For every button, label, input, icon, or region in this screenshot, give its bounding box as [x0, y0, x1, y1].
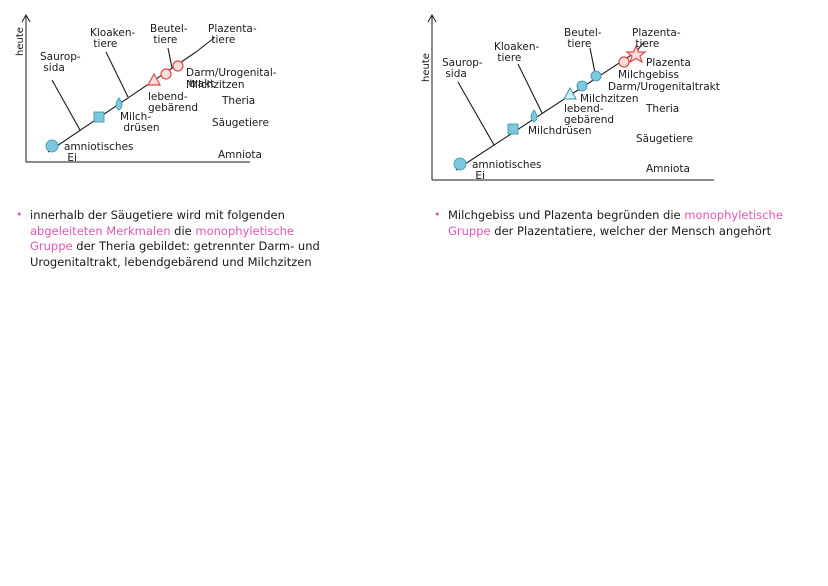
amnion-egg-icon — [45, 139, 59, 153]
darm-circle-icon — [576, 80, 588, 92]
branch-sauropsida — [51, 79, 81, 131]
trait-darm: Darm/Urogenital- trakt — [186, 67, 277, 90]
right-panel: heute Saurop- sida Kloaken- tiere Beutel… — [414, 0, 828, 586]
trait-milchzitzen: Milchzitzen — [580, 93, 639, 105]
milchdruesen-drop-icon — [115, 97, 123, 111]
note-bullet: • — [16, 208, 23, 221]
y-axis-label: heute — [15, 27, 26, 56]
branch-sauropsida — [457, 81, 495, 146]
taxon-plazentatiere: Plazenta- tiere — [632, 27, 681, 50]
y-axis-label: heute — [421, 53, 432, 82]
trait-lebendgebaerend: lebend- gebärend — [564, 103, 615, 126]
group-theria: Theria — [222, 95, 256, 107]
left-panel: heute Saurop- sida Kloaken- tiere Beutel… — [15, 13, 320, 269]
y-axis-arrow — [21, 13, 31, 23]
trait-darm: Darm/Urogenitaltrakt — [608, 81, 720, 93]
taxon-sauropsida: Saurop- sida — [442, 57, 483, 80]
trait-milchdruesen: Milch- drüsen — [120, 111, 160, 134]
branch-kloakentiere — [517, 63, 543, 114]
milchdruesen-drop-icon — [530, 109, 538, 123]
note-bullet: • — [434, 208, 441, 221]
branch-beuteltiere — [167, 47, 173, 69]
taxon-kloakentiere: Kloaken- tiere — [494, 41, 540, 64]
milchzitzen-circle-icon — [172, 60, 184, 72]
right-cladogram — [427, 13, 714, 181]
taxon-kloakentiere: Kloaken- tiere — [90, 27, 136, 50]
trait-plazenta: Plazenta — [646, 57, 691, 69]
group-theria: Theria — [646, 103, 680, 115]
taxon-beuteltiere: Beutel- tiere — [150, 23, 188, 46]
lebendgebaerend-triangle-icon — [563, 86, 577, 100]
taxon-sauropsida: Saurop- sida — [40, 51, 81, 74]
left-cladogram — [21, 13, 250, 163]
trait-amnion: amniotisches Ei — [64, 141, 134, 164]
trait-milchzitzen: Milchzitzen — [186, 79, 245, 91]
milchzitzen-circle-icon — [590, 70, 602, 82]
darm-circle-icon — [160, 68, 172, 80]
branch-kloakentiere — [105, 51, 129, 98]
milchgebiss-circle-icon — [618, 56, 630, 68]
group-amniota: Amniota — [646, 163, 690, 175]
trait-milchgebiss: Milchgebiss — [618, 69, 679, 81]
group-saeugetiere: Säugetiere — [212, 117, 269, 129]
group-saeugetiere: Säugetiere — [636, 133, 693, 145]
right-note: Milchgebiss und Plazenta begründen die m… — [448, 208, 783, 238]
trait-amnion: amniotisches Ei — [472, 159, 542, 182]
left-note: innerhalb der Säugetiere wird mit folgen… — [30, 208, 320, 269]
milchdruesen-square-icon — [507, 123, 519, 135]
milchdruesen-square-icon — [93, 111, 105, 123]
y-axis-arrow — [427, 13, 437, 23]
trait-lebendgebaerend: lebend- gebärend — [148, 91, 199, 114]
taxon-plazentatiere: Plazenta- tiere — [208, 23, 257, 46]
main-stem — [47, 51, 197, 153]
taxon-beuteltiere: Beutel- tiere — [564, 27, 602, 50]
trait-milchdruesen: Milchdrüsen — [528, 125, 592, 137]
group-amniota: Amniota — [218, 149, 262, 161]
amnion-egg-icon — [453, 157, 467, 171]
main-stem — [455, 51, 637, 171]
branch-plazentatiere — [195, 37, 215, 53]
plazenta-star-icon — [625, 44, 647, 64]
lebendgebaerend-triangle-icon — [146, 72, 162, 86]
